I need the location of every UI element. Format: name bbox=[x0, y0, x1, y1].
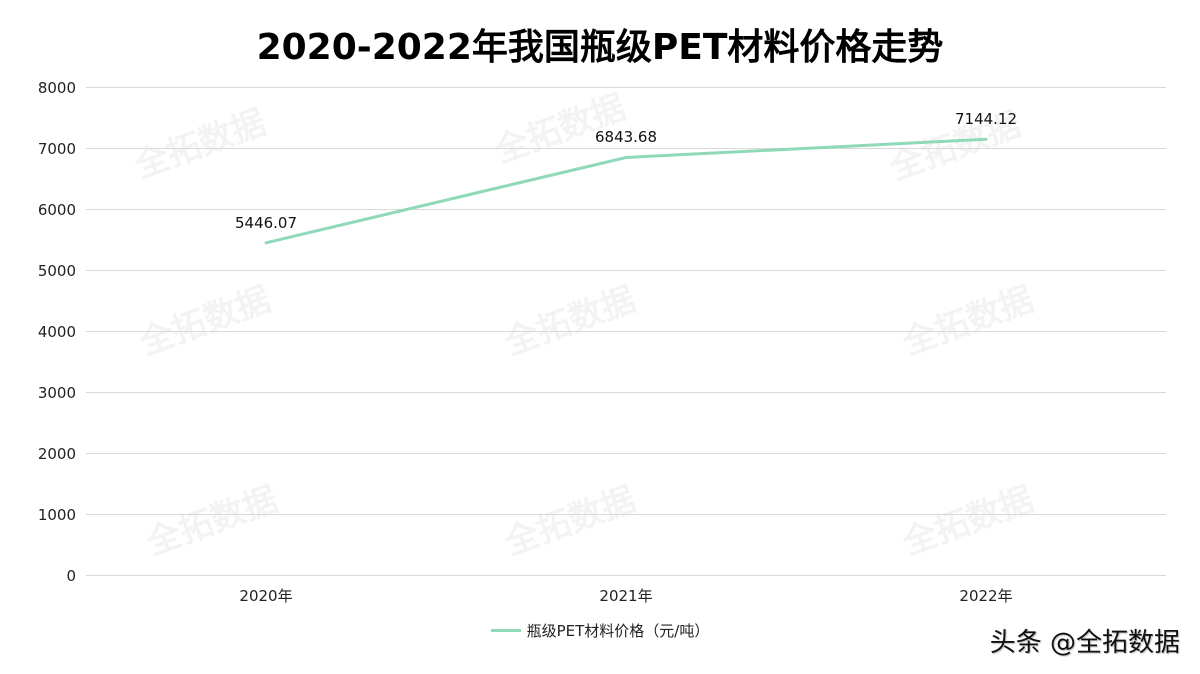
x-tick-label: 2020年 bbox=[239, 587, 292, 605]
y-tick-label: 1000 bbox=[38, 506, 76, 524]
data-labels: 5446.07 6843.68 7144.12 bbox=[235, 110, 1017, 232]
y-tick-label: 4000 bbox=[38, 323, 76, 341]
x-tick-label: 2022年 bbox=[959, 587, 1012, 605]
y-tick-label: 3000 bbox=[38, 384, 76, 402]
chart-title: 2020-2022年我国瓶级PET材料价格走势 bbox=[256, 27, 944, 68]
watermark: 全拓数据 bbox=[896, 479, 1038, 563]
y-axis: 8000 7000 6000 5000 4000 3000 2000 1000 … bbox=[38, 79, 76, 585]
y-tick-label: 8000 bbox=[38, 79, 76, 97]
y-tick-label: 0 bbox=[66, 567, 76, 585]
legend-label: 瓶级PET材料价格（元/吨） bbox=[526, 622, 710, 640]
y-tick-label: 6000 bbox=[38, 201, 76, 219]
y-tick-label: 2000 bbox=[38, 445, 76, 463]
watermark: 全拓数据 bbox=[498, 279, 640, 363]
series-line-pet-price bbox=[264, 137, 988, 245]
data-label: 6843.68 bbox=[595, 128, 657, 146]
y-tick-label: 5000 bbox=[38, 262, 76, 280]
watermark: 全拓数据 bbox=[498, 479, 640, 563]
gridlines bbox=[86, 87, 1166, 576]
legend: 瓶级PET材料价格（元/吨） bbox=[0, 620, 1200, 641]
source-credit: 头条 @全拓数据 bbox=[989, 628, 1180, 658]
x-tick-label: 2021年 bbox=[599, 587, 652, 605]
legend-swatch bbox=[490, 629, 521, 632]
data-label: 5446.07 bbox=[235, 214, 297, 232]
watermarks: 全拓数据 全拓数据 全拓数据 全拓数据 全拓数据 全拓数据 全拓数据 全拓数据 … bbox=[128, 87, 1038, 563]
data-label: 7144.12 bbox=[955, 110, 1017, 128]
y-tick-label: 7000 bbox=[38, 140, 76, 158]
watermark: 全拓数据 bbox=[128, 102, 270, 186]
x-axis: 2020年 2021年 2022年 bbox=[239, 587, 1012, 605]
watermark: 全拓数据 bbox=[896, 279, 1038, 363]
watermark: 全拓数据 bbox=[140, 479, 282, 563]
watermark: 全拓数据 bbox=[133, 279, 275, 363]
